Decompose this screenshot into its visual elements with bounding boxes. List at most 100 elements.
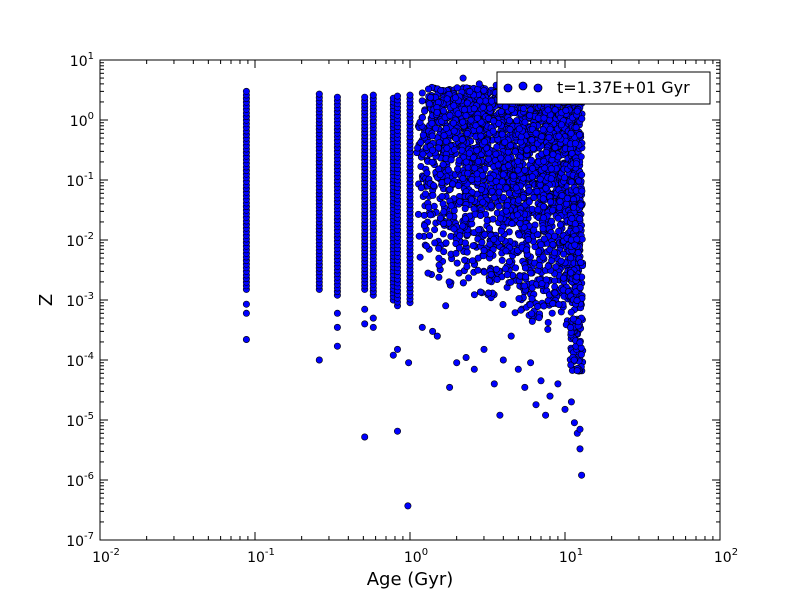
scatter-point [507,278,515,286]
scatter-point [514,166,522,174]
scatter-point [567,308,575,316]
scatter-point [393,345,401,353]
scatter-point [443,95,451,103]
scatter-point [573,296,581,304]
scatter-point [545,134,553,142]
scatter-point [369,314,377,322]
scatter-point [547,165,555,173]
scatter-point [465,149,473,157]
scatter-point [507,332,515,340]
scatter-point [480,87,488,95]
scatter-point [490,235,498,243]
scatter-point [242,87,250,95]
scatter-point [474,157,482,165]
scatter-point [361,320,369,328]
scatter-point [487,270,495,278]
scatter-point [435,254,443,262]
scatter-point [549,151,557,159]
scatter-point [532,401,540,409]
scatter-point [506,125,514,133]
scatter-point [423,169,431,177]
scatter-point [528,136,536,144]
scatter-point [536,175,544,183]
scatter-point [569,315,577,323]
scatter-point [573,235,581,243]
scatter-point [450,146,458,154]
scatter-point [513,117,521,125]
scatter-point [369,91,377,99]
scatter-point [540,203,548,211]
scatter-point [435,244,443,252]
scatter-point [453,359,461,367]
scatter-point [361,93,369,101]
scatter-point [521,264,529,272]
scatter-point [445,278,453,286]
scatter-point [521,118,529,126]
scatter-point [556,197,564,205]
scatter-point [454,110,462,118]
scatter-point [498,256,506,264]
scatter-point [578,471,586,479]
scatter-point [393,92,401,100]
scatter-point [431,226,439,234]
scatter-point [534,206,542,214]
scatter-point [361,305,369,313]
scatter-point [498,130,506,138]
scatter-point [463,129,471,137]
scatter-point [567,178,575,186]
scatter-point [333,342,341,350]
scatter-point [533,187,541,195]
scatter-point [480,345,488,353]
scatter-point [551,249,559,257]
scatter-point [542,276,550,284]
scatter-point [242,335,250,343]
scatter-point [428,132,436,140]
scatter-point [418,89,426,97]
scatter-point [458,136,466,144]
scatter-point [470,365,478,373]
scatter-point [515,125,523,133]
scatter-point [480,246,488,254]
scatter-point [535,314,543,322]
scatter-point [242,309,250,317]
scatter-point [539,225,547,233]
y-axis-label: Z [36,294,57,306]
scatter-point [548,309,556,317]
scatter-point [442,239,450,247]
scatter-point [416,253,424,261]
scatter-point [542,148,550,156]
scatter-point [567,398,575,406]
scatter-point [476,97,484,105]
scatter-point [449,119,457,127]
scatter-point [468,176,476,184]
scatter-point [450,225,458,233]
scatter-point [578,115,586,123]
legend-marker [533,83,543,93]
scatter-point [422,242,430,250]
scatter-point [544,318,552,326]
scatter-point [528,317,536,325]
scatter-point [508,220,516,228]
scatter-point [505,117,513,125]
legend-marker [518,81,528,91]
scatter-point [426,232,434,240]
scatter-point [477,186,485,194]
scatter-point [528,284,536,292]
scatter-point [490,380,498,388]
scatter-point [461,215,469,223]
scatter-point [242,300,250,308]
scatter-point [414,144,422,152]
scatter-point [498,178,506,186]
scatter-point [453,84,461,92]
scatter-point [455,244,463,252]
scatter-point [496,214,504,222]
scatter-point [561,405,569,413]
scatter-point [438,193,446,201]
scatter-point [406,91,414,99]
scatter-point [490,194,498,202]
scatter-point [557,121,565,129]
scatter-point [546,392,554,400]
scatter-point [506,142,514,150]
scatter-point [456,198,464,206]
scatter-point [503,271,511,279]
